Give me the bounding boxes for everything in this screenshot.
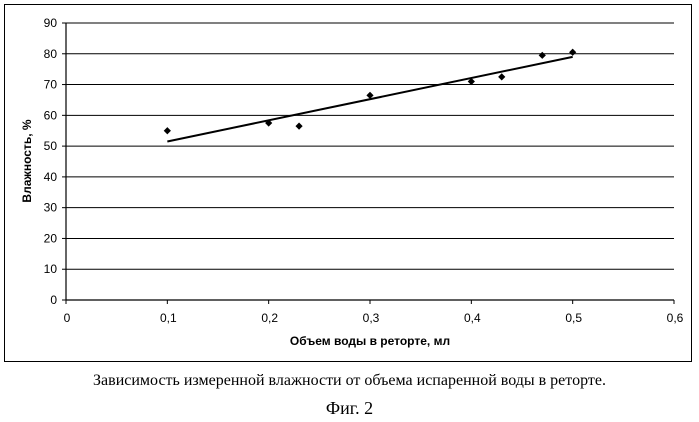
y-axis-title: Влажность, % [20,119,34,202]
figure-label: Фиг. 2 [325,398,374,418]
y-tick-label: 40 [44,170,58,184]
data-point [569,48,577,56]
y-tick-label: 30 [44,201,58,215]
data-point [295,122,303,130]
data-point [538,51,546,59]
x-tick-label: 0,3 [363,311,380,325]
x-tick-label: 0,4 [464,311,481,325]
data-point [366,91,374,99]
chart-frame [4,4,692,362]
y-tick-label: 90 [44,16,58,30]
data-point [265,119,273,127]
x-tick-label: 0,5 [565,311,582,325]
y-tick-label: 70 [44,78,58,92]
data-point [163,127,171,135]
tick-labels: 0 10 20 30 40 50 60 70 80 90 0 0,1 0,2 0,3 0,4 0,5 0,6 [44,16,684,325]
gridlines [66,22,674,270]
figure-caption: Зависимость измеренной влажности от объе… [93,372,606,389]
y-tick-label: 0 [50,293,57,307]
x-tick-label: 0,1 [160,311,177,325]
y-tick-label: 50 [44,139,58,153]
y-tick-label: 20 [44,231,58,245]
y-tick-label: 10 [44,262,58,276]
x-tick-label: 0,6 [667,311,684,325]
axes [62,22,675,304]
trendline-line [167,55,573,143]
y-tick-label: 80 [44,47,58,61]
data-points [163,48,577,135]
x-axis-title: Объем воды в реторте, мл [290,334,450,348]
x-tick-label: 0,2 [261,311,278,325]
data-point [467,77,475,86]
x-tick-label: 0 [64,311,71,325]
trendline [167,55,573,143]
chart: 0 10 20 30 40 50 60 70 80 90 0 0,1 0,2 0,3 0,4 0,5 0,6 О… [20,16,684,348]
data-point [498,73,506,81]
y-tick-label: 60 [44,108,58,122]
